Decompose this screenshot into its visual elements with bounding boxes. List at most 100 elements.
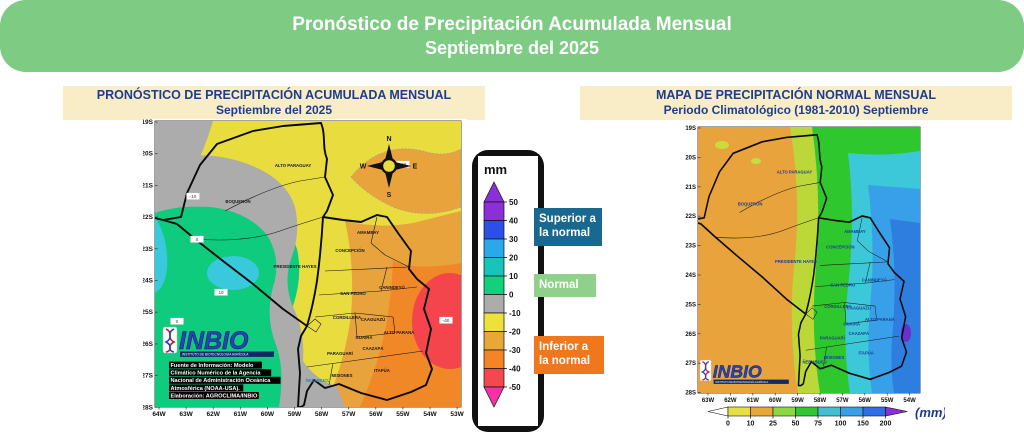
legend-color-segment <box>483 220 505 240</box>
legend-color-segment <box>750 406 774 417</box>
legend-tick-label: 50 <box>792 421 800 428</box>
department-label: MISIONES <box>331 373 352 378</box>
department-label: AMAMBAY <box>844 229 866 234</box>
x-tick-label: 59W <box>288 411 302 418</box>
legend-tick-label: 150 <box>857 421 869 428</box>
x-tick-label: 60W <box>769 398 782 404</box>
department-label: GUAIRÁ <box>843 321 860 326</box>
x-tick-label: 61W <box>234 411 248 418</box>
y-tick-label: 27S <box>143 373 154 380</box>
anomaly-legend: mm 50 40 30 20 10 0 -10 -20 -30 -40 -50 <box>478 156 538 426</box>
legend-tick-label: 30 <box>509 235 518 244</box>
legend-tick-label: -50 <box>509 383 521 392</box>
compass-n: N <box>386 136 391 143</box>
inbio-caption-bar <box>180 351 274 357</box>
contour-label-box <box>214 288 228 296</box>
department-label: GUAIRÁ <box>356 335 373 340</box>
legend-color-segment <box>483 312 505 332</box>
x-tick-label: 56W <box>859 398 872 404</box>
legend-superior-label: Superior a la normal <box>534 208 602 246</box>
legend-tick-label: -10 <box>509 309 521 318</box>
y-tick-label: 20S <box>143 151 154 158</box>
x-tick-label: 57W <box>342 411 356 418</box>
legend-color-segment <box>483 238 505 258</box>
legend-tick-label: 100 <box>835 421 847 428</box>
legend-color-segment <box>772 406 796 417</box>
department-label: CAAZAPÁ <box>849 331 869 336</box>
inbio-caption-text: INSTITUTO DE BIOTECNOLOGÍA AGRÍCOLA <box>182 353 249 357</box>
contour-label-box <box>170 317 184 325</box>
department-label: PRESIDENTE HAYES <box>775 259 817 264</box>
inbio-logo-mark <box>699 359 712 382</box>
compass-s: S <box>387 192 392 199</box>
legend-tick-label: 0 <box>726 421 730 428</box>
inbio-logo-text: INBIO <box>179 327 249 355</box>
right-map-title-line2: Periodo Climatológico (1981-2010) Septie… <box>663 103 929 118</box>
x-tick-label: 58W <box>315 411 329 418</box>
header-banner: Pronóstico de Precipitación Acumulada Me… <box>0 0 1024 72</box>
department-label: PARAGUARÍ <box>327 351 354 356</box>
legend-color-segment <box>483 331 505 351</box>
department-label: CANINDEYÚ <box>862 277 887 282</box>
contour-label-box <box>190 235 204 243</box>
y-tick-label: 21S <box>685 185 696 191</box>
legend-tick-label: 75 <box>814 421 822 428</box>
y-tick-label: 19S <box>685 126 696 132</box>
climatology-map: ALTO PARAGUAY BOQUERÓN AMAMBAY CONCEPCIÓN PR… <box>685 126 946 428</box>
legend-inferior-label: Inferior a la normal <box>534 336 604 374</box>
legend-color-segment <box>727 406 751 417</box>
x-tick-label: 54W <box>903 398 916 404</box>
x-tick-label: 62W <box>207 411 221 418</box>
department-label: CANINDEYÚ <box>379 285 405 290</box>
legend-color-segment <box>817 406 841 417</box>
compass-w: W <box>360 164 367 171</box>
y-tick-label: 25S <box>685 302 696 308</box>
department-label: ÑEEMBUCÚ <box>306 378 331 383</box>
contour-label: -40 <box>443 318 450 324</box>
y-tick-label: 26S <box>685 332 696 338</box>
y-tick-label: 24S <box>143 278 154 285</box>
right-map-x-axis: 63W 62W 61W 60W 59W 58W 57W 56W 55W 54W <box>702 393 916 404</box>
legend-color-segment <box>862 406 886 417</box>
inbio-logo-mark <box>162 326 178 354</box>
x-tick-label: 55W <box>881 398 894 404</box>
department-label: SAN PEDRO <box>340 291 366 296</box>
legend-color-segment <box>840 406 864 417</box>
left-map-field: ALTO PARAGUAY BOQUERÓN AMAMBAY CONCEPCIÓN PR… <box>155 121 461 407</box>
inbio-caption-text: INSTITUTO DE BIOTECNOLOGÍA AGRÍCOLA <box>715 380 768 384</box>
legend-tick-label: -30 <box>509 346 521 355</box>
left-map-y-axis: 19S 20S 21S 22S 23S 24S 25S 26S 27S 28S <box>141 119 158 411</box>
source-line-text: Climático Numérico de la Agencia <box>171 371 262 377</box>
y-tick-label: 20S <box>685 155 696 161</box>
contour-label: 10 <box>218 290 224 296</box>
x-tick-label: 63W <box>179 411 193 418</box>
department-label: CONCEPCIÓN <box>826 245 854 250</box>
legend-arrow-left <box>707 406 729 417</box>
department-label: ÑEEMBUCÚ <box>802 359 826 364</box>
y-tick-label: 22S <box>685 214 696 220</box>
legend-color-segment <box>795 406 819 417</box>
x-tick-label: 59W <box>791 398 804 404</box>
legend-arrow-right <box>885 406 908 417</box>
source-line-box <box>169 361 262 369</box>
left-map-title-line1: PRONÓSTICO DE PRECIPITACIÓN ACUMULADA ME… <box>96 87 452 102</box>
y-tick-label: 21S <box>143 182 154 189</box>
department-label: ITAPÚA <box>859 351 874 356</box>
y-tick-label: 26S <box>143 341 154 348</box>
legend-tick-label: 25 <box>769 421 777 428</box>
department-label: CAAGUAZÚ <box>847 306 871 311</box>
contour-label-box <box>186 192 200 200</box>
legend-color-segment <box>483 349 505 369</box>
department-label: ALTO PARANÁ <box>865 317 895 322</box>
legend-color-segment <box>483 257 505 277</box>
x-tick-label: 57W <box>836 398 849 404</box>
y-tick-label: 23S <box>143 246 154 253</box>
anomaly-legend-card: mm 50 40 30 20 10 0 -10 -20 -30 -40 -50 <box>472 150 544 432</box>
compass-e: E <box>413 164 418 171</box>
inbio-caption-bar <box>713 379 789 384</box>
department-label: ALTO PARAGUAY <box>275 163 312 168</box>
legend-unit-label: mm <box>484 162 507 177</box>
x-tick-label: 63W <box>702 398 715 404</box>
department-label: CAAZAPÁ <box>362 346 383 351</box>
department-label: CORDILLERA <box>824 304 851 309</box>
